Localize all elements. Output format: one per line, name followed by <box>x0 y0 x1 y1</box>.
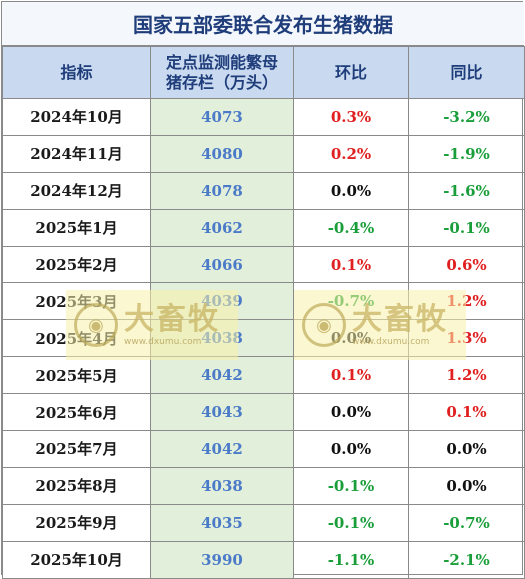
month-cell: 2025年5月 <box>2 356 151 395</box>
sow-stock-cell: 4039 <box>150 282 294 321</box>
month-cell: 2025年6月 <box>2 393 151 432</box>
mom-cell: -0.7% <box>293 282 409 321</box>
mom-cell: 0.0% <box>293 171 409 210</box>
mom-cell: -0.4% <box>293 208 409 247</box>
sow-stock-cell: 4038 <box>150 466 294 505</box>
month-cell: 2025年8月 <box>2 466 151 505</box>
sow-stock-cell: 3990 <box>150 540 294 579</box>
mom-cell: 0.0% <box>293 430 409 468</box>
month-cell: 2024年10月 <box>2 98 151 136</box>
yoy-cell: -1.9% <box>408 134 525 173</box>
table-row: 2025年4月 4038 0.0% 1.3% <box>2 319 525 358</box>
month-cell: 2025年7月 <box>2 430 151 468</box>
month-cell: 2025年10月 <box>2 540 151 579</box>
mom-cell: 0.1% <box>293 356 409 395</box>
yoy-cell: -2.1% <box>408 540 525 579</box>
table-row: 2025年10月 3990 -1.1% -2.1% <box>2 540 525 579</box>
month-cell: 2024年11月 <box>2 134 151 173</box>
yoy-cell: 1.2% <box>408 356 525 395</box>
mom-cell: -1.1% <box>293 540 409 579</box>
pig-data-table: 指标 定点监测能繁母猪存栏（万头） 环比 同比 2024年10月 4073 0.3%… <box>2 46 525 579</box>
sow-stock-cell: 4073 <box>150 98 294 136</box>
mom-cell: -0.1% <box>293 466 409 505</box>
month-cell: 2025年3月 <box>2 282 151 321</box>
header-sow-stock-label: 定点监测能繁母猪存栏（万头） <box>165 52 278 92</box>
sow-stock-cell: 4062 <box>150 208 294 247</box>
sow-stock-cell: 4042 <box>150 356 294 395</box>
table-body: 2024年10月 4073 0.3% -3.2% 2024年11月 4080 0.2% -1.… <box>2 98 525 579</box>
header-indicator: 指标 <box>2 46 151 99</box>
mom-cell: 0.0% <box>293 319 409 358</box>
header-yoy: 同比 <box>408 46 525 99</box>
mom-cell: 0.1% <box>293 245 409 284</box>
sow-stock-cell: 4066 <box>150 245 294 284</box>
sow-stock-cell: 4080 <box>150 134 294 173</box>
yoy-cell: -0.7% <box>408 503 525 542</box>
mom-cell: 0.2% <box>293 134 409 173</box>
table-row: 2025年2月 4066 0.1% 0.6% <box>2 245 525 284</box>
yoy-cell: 0.0% <box>408 430 525 468</box>
mom-cell: 0.0% <box>293 393 409 432</box>
month-cell: 2025年4月 <box>2 319 151 358</box>
month-cell: 2024年12月 <box>2 171 151 210</box>
sow-stock-cell: 4038 <box>150 319 294 358</box>
sow-stock-cell: 4042 <box>150 430 294 468</box>
yoy-cell: -1.6% <box>408 171 525 210</box>
month-cell: 2025年2月 <box>2 245 151 284</box>
table-row: 2025年5月 4042 0.1% 1.2% <box>2 356 525 395</box>
table-row: 2024年11月 4080 0.2% -1.9% <box>2 134 525 173</box>
mom-cell: -0.1% <box>293 503 409 542</box>
table-row: 2025年8月 4038 -0.1% 0.0% <box>2 466 525 505</box>
sow-stock-cell: 4043 <box>150 393 294 432</box>
month-cell: 2025年9月 <box>2 503 151 542</box>
table-row: 2024年12月 4078 0.0% -1.6% <box>2 171 525 210</box>
table-row: 2024年10月 4073 0.3% -3.2% <box>2 98 525 136</box>
table-title: 国家五部委联合发布生猪数据 <box>2 2 524 46</box>
yoy-cell: 0.1% <box>408 393 525 432</box>
table-row: 2025年1月 4062 -0.4% -0.1% <box>2 208 525 247</box>
table-row: 2025年3月 4039 -0.7% 1.2% <box>2 282 525 321</box>
yoy-cell: 0.0% <box>408 466 525 505</box>
sow-stock-cell: 4078 <box>150 171 294 210</box>
yoy-cell: -0.1% <box>408 208 525 247</box>
header-sow-stock: 定点监测能繁母猪存栏（万头） <box>150 46 294 99</box>
sow-stock-cell: 4035 <box>150 503 294 542</box>
table-row: 2025年9月 4035 -0.1% -0.7% <box>2 503 525 542</box>
yoy-cell: 1.3% <box>408 319 525 358</box>
mom-cell: 0.3% <box>293 98 409 136</box>
yoy-cell: 1.2% <box>408 282 525 321</box>
month-cell: 2025年1月 <box>2 208 151 247</box>
header-row: 指标 定点监测能繁母猪存栏（万头） 环比 同比 <box>2 46 525 99</box>
yoy-cell: -3.2% <box>408 98 525 136</box>
table-row: 2025年6月 4043 0.0% 0.1% <box>2 393 525 432</box>
header-mom: 环比 <box>293 46 409 99</box>
table-row: 2025年7月 4042 0.0% 0.0% <box>2 430 525 468</box>
yoy-cell: 0.6% <box>408 245 525 284</box>
